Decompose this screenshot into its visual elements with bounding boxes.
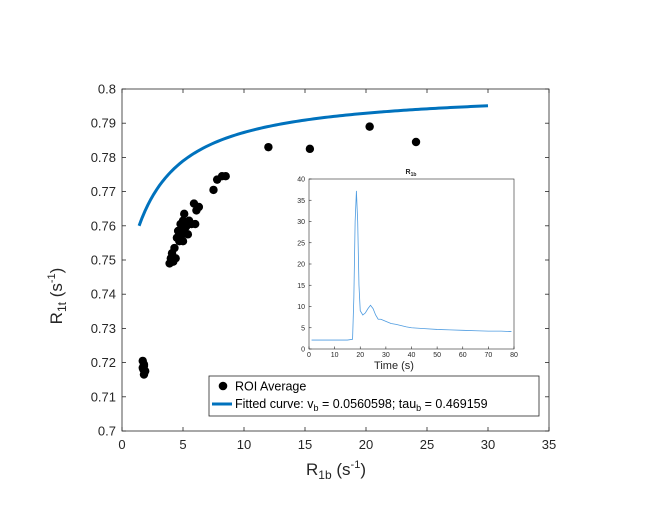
inset-x-tick-label: 80	[510, 352, 518, 359]
roi-average-point	[411, 137, 421, 147]
inset-y-ticks: 0 5 10 15 20 25 30 35 40	[297, 177, 312, 354]
inset-y-tick-label: 30	[297, 219, 305, 226]
roi-average-point	[305, 144, 315, 154]
main-x-ticks: 0 5 10 15 20 25 30 35	[118, 89, 556, 452]
roi-average-point	[178, 236, 188, 246]
main-y-tick-label: 0.77	[91, 184, 116, 199]
inset-x-tick-label: 50	[433, 352, 441, 359]
inset-title: R1b	[406, 169, 417, 178]
inset-x-tick-label: 40	[408, 352, 416, 359]
roi-average-point	[177, 230, 186, 239]
roi-average-point	[180, 209, 189, 219]
main-x-axis-label: R1b (s-1)	[306, 459, 366, 482]
inset-x-axis-label: Time (s)	[374, 360, 414, 372]
fitted-curve-line	[137, 104, 489, 227]
main-x-tick-label: 15	[298, 437, 312, 452]
main-y-ticks: 0.7 0.71 0.72 0.73 0.74 0.75 0.76 0.77 0.78 0.79 0…	[91, 82, 549, 439]
main-y-tick-label: 0.71	[91, 389, 116, 404]
roi-average-point	[365, 122, 374, 131]
inset-y-tick-label: 40	[297, 177, 305, 184]
inset-plot-box	[308, 178, 515, 350]
legend-box	[208, 375, 540, 417]
main-y-tick-label: 0.73	[91, 321, 116, 336]
main-x-tick-label: 35	[542, 437, 556, 452]
roi-average-point	[170, 243, 179, 253]
roi-average-point	[194, 202, 204, 212]
inset-y-tick-label: 15	[297, 283, 305, 290]
inset-x-ticks: 0 10 20 30 40 50 60 70 80	[307, 346, 518, 359]
inset-x-tick-label: 70	[484, 352, 492, 359]
inset-y-tick-label: 20	[297, 262, 305, 269]
main-x-tick-label: 0	[118, 437, 125, 452]
main-x-tick-label: 5	[179, 437, 186, 452]
main-y-tick-label: 0.78	[91, 150, 116, 165]
inset-y-tick-label: 0	[301, 347, 305, 354]
legend: ROI Average Fitted curve: vb = 0.0560598…	[208, 375, 540, 417]
roi-average-point	[171, 254, 180, 263]
roi-average-point	[183, 230, 193, 239]
main-x-tick-label: 10	[237, 437, 251, 452]
main-x-tick-label: 30	[481, 437, 495, 452]
main-y-tick-label: 0.76	[91, 218, 116, 233]
roi-average-point	[139, 360, 149, 369]
roi-average-point	[264, 142, 273, 152]
roi-average-point	[209, 185, 218, 195]
inset-x-tick-label: 0	[307, 352, 311, 359]
main-x-tick-label: 20	[359, 437, 373, 452]
roi-average-point	[221, 172, 230, 181]
main-y-tick-label: 0.79	[91, 116, 116, 131]
roi-average-points	[138, 122, 421, 379]
main-y-tick-label: 0.72	[91, 355, 116, 370]
inset-axes: 0 10 20 30 40 50 60 70 80 0 5 10 15 20 25 30 35 40 R1b T…	[297, 169, 518, 372]
inset-x-tick-label: 60	[459, 352, 467, 359]
main-y-tick-label: 0.7	[98, 424, 116, 439]
inset-x-tick-label: 10	[331, 352, 339, 359]
inset-y-tick-label: 25	[297, 240, 305, 247]
inset-y-tick-label: 5	[301, 325, 305, 332]
inset-x-tick-label: 30	[382, 352, 390, 359]
main-y-tick-label: 0.74	[91, 287, 116, 302]
roi-average-point	[191, 219, 200, 229]
main-x-tick-label: 25	[420, 437, 434, 452]
legend-label-fit: Fitted curve: vb = 0.0560598; taub = 0.4…	[235, 397, 488, 413]
main-y-tick-label: 0.8	[98, 82, 116, 97]
roi-average-point	[140, 366, 150, 376]
inset-x-tick-label: 20	[356, 352, 364, 359]
main-y-tick-label: 0.75	[91, 253, 116, 268]
inset-r1b-line	[311, 190, 512, 341]
legend-marker-roi	[218, 381, 228, 391]
legend-label-roi: ROI Average	[235, 380, 306, 394]
inset-y-tick-label: 10	[297, 304, 305, 311]
inset-y-tick-label: 35	[297, 198, 305, 205]
main-y-axis-label: R1t (s-1)	[46, 268, 69, 325]
